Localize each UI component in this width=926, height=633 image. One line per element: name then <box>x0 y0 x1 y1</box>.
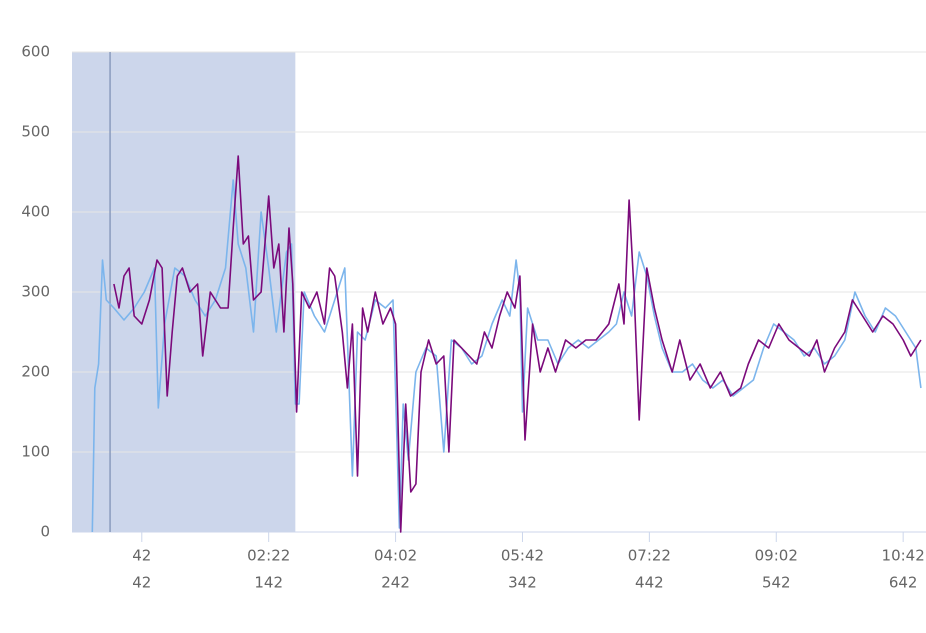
series-line <box>91 179 922 533</box>
y-tick-label: 400 <box>21 203 50 221</box>
x-tick-label-secondary: 142 <box>254 574 283 592</box>
y-tick-label: 600 <box>21 43 50 61</box>
y-tick-label: 300 <box>21 283 50 301</box>
x-tick-label-secondary: 642 <box>889 574 918 592</box>
series-line <box>113 155 922 533</box>
x-tick-label: 42 <box>132 547 151 565</box>
x-tick-label-secondary: 342 <box>508 574 537 592</box>
x-tick-label: 09:02 <box>755 547 798 565</box>
y-tick-label: 100 <box>21 443 50 461</box>
x-tick-label: 04:02 <box>374 547 417 565</box>
x-tick-label: 10:42 <box>882 547 925 565</box>
y-tick-label: 0 <box>40 523 50 541</box>
x-tick-label: 05:42 <box>501 547 544 565</box>
y-tick-label: 200 <box>21 363 50 381</box>
y-tick-label: 500 <box>21 123 50 141</box>
x-tick-label-secondary: 542 <box>762 574 791 592</box>
x-tick-label-secondary: 442 <box>635 574 664 592</box>
x-tick-label-secondary: 242 <box>381 574 410 592</box>
x-tick-label: 07:22 <box>628 547 671 565</box>
x-tick-label: 02:22 <box>247 547 290 565</box>
x-tick-label-secondary: 42 <box>132 574 151 592</box>
